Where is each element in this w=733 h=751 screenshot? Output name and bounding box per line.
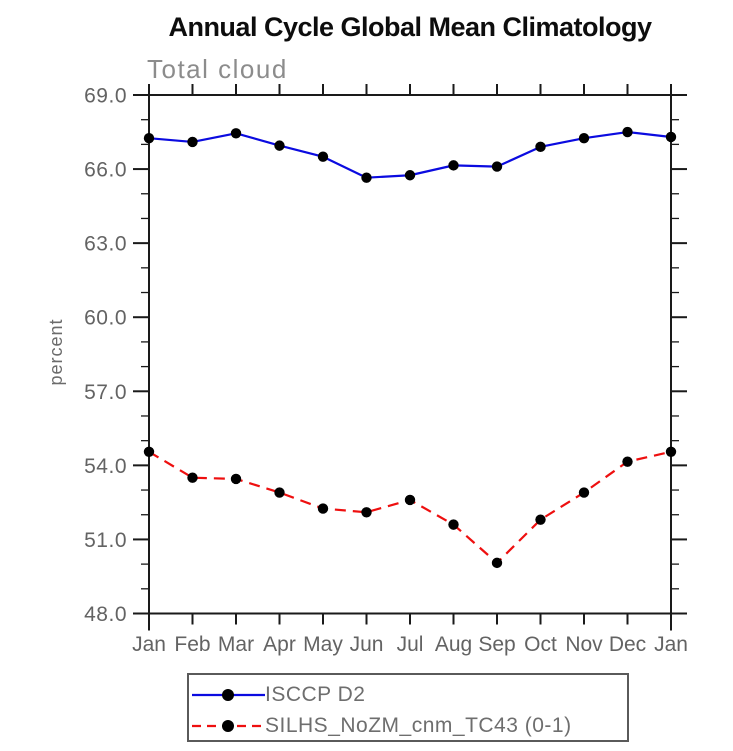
x-tick-label: Apr [263, 633, 296, 656]
data-point-marker-series-1 [274, 487, 285, 498]
legend-sample-marker [222, 689, 234, 701]
legend-entry-silhs: SILHS_NoZM_cnm_TC43 (0-1) [192, 713, 572, 739]
y-tick-label: 66.0 [84, 159, 127, 182]
chart-title: Annual Cycle Global Mean Climatology [168, 12, 652, 42]
data-point-marker-series-1 [230, 473, 242, 485]
data-point-marker-series-1 [578, 487, 590, 498]
data-point-marker-series-0 [448, 160, 459, 171]
x-tick-label: Sep [478, 633, 515, 656]
x-tick-label: Jun [350, 633, 384, 656]
y-tick-label: 54.0 [84, 455, 127, 478]
data-point-marker-series-1 [622, 456, 633, 467]
x-tick-label: Jul [397, 633, 424, 656]
data-point-marker-series-0 [274, 140, 285, 151]
series-line-1 [148, 450, 672, 564]
x-tick-label: Aug [435, 633, 472, 656]
data-point-marker-series-1 [491, 557, 503, 569]
x-tick-label: Jan [654, 633, 688, 656]
legend-entry-isccp-d2: ISCCP D2 [192, 682, 365, 708]
data-point-marker-series-0 [578, 133, 590, 144]
data-point-marker-series-0 [404, 170, 416, 181]
data-point-marker-series-0 [535, 141, 546, 153]
data-point-marker-series-1 [317, 503, 329, 514]
data-point-marker-series-1 [187, 472, 198, 483]
y-tick-label: 60.0 [84, 307, 127, 330]
x-tick-label: Feb [174, 633, 210, 656]
x-tick-label: Oct [524, 633, 557, 656]
y-tick-label: 63.0 [84, 233, 127, 256]
data-point-marker-series-0 [491, 161, 503, 172]
data-point-marker-series-1 [143, 446, 155, 457]
y-tick-label: 51.0 [84, 529, 127, 552]
data-point-marker-series-0 [622, 126, 633, 138]
legend-box: ISCCP D2 SILHS_NoZM_cnm_TC43 (0-1) [187, 673, 629, 742]
x-tick-label: May [303, 633, 343, 656]
x-tick-label: Nov [565, 633, 603, 656]
x-tick-label: Dec [609, 633, 646, 656]
data-point-marker-series-0 [187, 136, 198, 148]
data-point-marker-series-1 [448, 519, 459, 530]
legend-label: SILHS_NoZM_cnm_TC43 (0-1) [265, 714, 572, 737]
y-tick-label: 69.0 [84, 85, 127, 108]
data-point-marker-series-0 [143, 133, 155, 144]
legend-line-sample-solid [192, 689, 265, 701]
data-point-marker-series-1 [665, 446, 677, 457]
data-point-marker-series-1 [404, 494, 416, 506]
x-tick-label: Mar [218, 633, 254, 656]
y-tick-label: 57.0 [84, 381, 127, 404]
y-tick-label: 48.0 [84, 603, 127, 626]
legend-sample-marker [222, 720, 234, 732]
data-point-marker-series-1 [535, 514, 546, 525]
data-point-marker-series-0 [230, 128, 242, 139]
data-point-marker-series-0 [665, 131, 677, 143]
data-point-marker-series-0 [361, 172, 372, 183]
data-point-marker-series-1 [361, 507, 372, 518]
data-point-marker-series-0 [317, 151, 329, 162]
legend-line-sample-dashed [192, 720, 265, 732]
chart-subtitle: Total cloud [147, 54, 288, 84]
legend-label: ISCCP D2 [265, 683, 366, 706]
x-tick-label: Jan [132, 633, 166, 656]
